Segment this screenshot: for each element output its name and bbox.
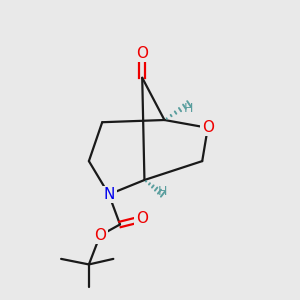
Text: O: O	[136, 46, 148, 61]
FancyBboxPatch shape	[134, 211, 150, 227]
Text: O: O	[94, 228, 106, 243]
Text: O: O	[136, 212, 148, 226]
FancyBboxPatch shape	[101, 186, 117, 203]
Text: H: H	[183, 102, 193, 116]
Text: N: N	[103, 187, 115, 202]
Text: H: H	[158, 184, 167, 198]
FancyBboxPatch shape	[92, 227, 108, 244]
FancyBboxPatch shape	[134, 45, 150, 62]
FancyBboxPatch shape	[200, 119, 216, 136]
Text: O: O	[202, 120, 214, 135]
